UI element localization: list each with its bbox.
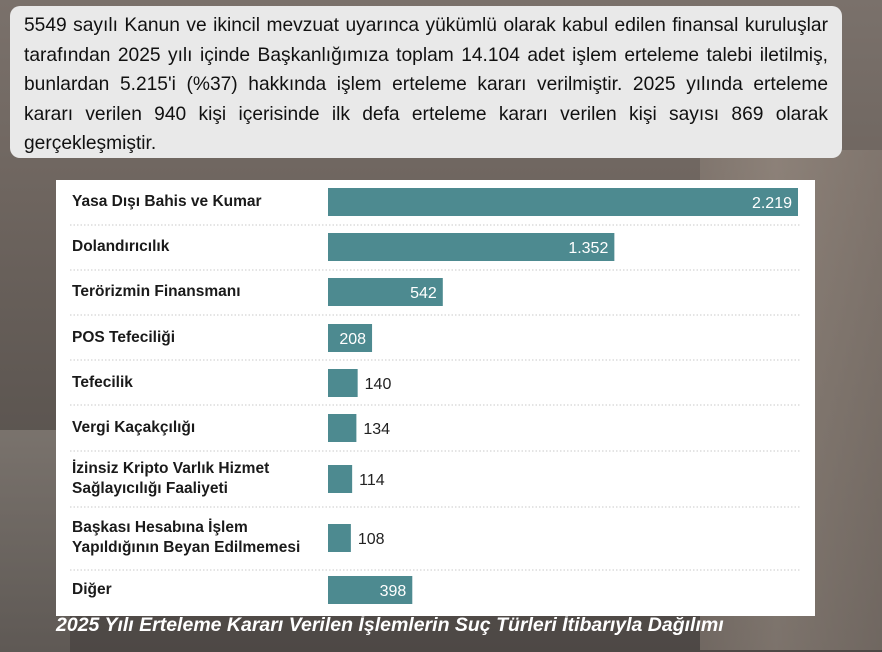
category-label: Yasa Dışı Bahis ve Kumar (72, 192, 332, 212)
category-label: POS Tefeciliği (72, 328, 332, 348)
bar (328, 524, 351, 552)
bar (328, 576, 413, 604)
category-label-line: Vergi Kaçakçılığı (72, 419, 196, 436)
category-label-line: Yasa Dışı Bahis ve Kumar (72, 193, 262, 210)
bar (328, 188, 798, 216)
bar-chart: 2.219 1.352 542 208 140 134 114 108 398 Yasa Dış… (56, 180, 815, 616)
bar-value-label: 134 (363, 421, 390, 438)
category-label-line: İzinsiz Kripto Varlık Hizmet (72, 460, 270, 477)
bar-value-label: 1.352 (568, 240, 608, 257)
category-label: İzinsiz Kripto Varlık Hizmet Sağlayıcılığ… (72, 459, 332, 499)
bar-value-label: 2.219 (752, 195, 792, 212)
category-label-line: Dolandırıcılık (72, 238, 170, 255)
chart-caption: 2025 Yılı Erteleme Kararı Verilen İşleml… (56, 614, 724, 636)
bar-value-label: 140 (365, 376, 392, 393)
bar (328, 278, 443, 306)
bar-value-label: 108 (358, 531, 385, 548)
bar-value-label: 208 (339, 331, 366, 348)
bar (328, 369, 358, 397)
category-label: Terörizmin Finansmanı (72, 282, 332, 302)
chart-canvas: 2.219 1.352 542 208 140 134 114 108 398 (70, 188, 801, 604)
category-label-line: Yapıldığının Beyan Edilmemesi (72, 539, 301, 556)
bar-value-label: 398 (380, 583, 407, 600)
info-text: 5549 sayılı Kanun ve ikincil mevzuat uya… (24, 15, 828, 154)
category-label-line: Sağlayıcılığı Faaliyeti (72, 480, 228, 497)
category-label-line: Tefecilik (72, 374, 133, 391)
bar (328, 324, 373, 352)
category-label-line: POS Tefeciliği (72, 329, 176, 346)
category-label: Diğer (72, 580, 332, 600)
category-label: Tefecilik (72, 373, 332, 393)
category-label-line: Terörizmin Finansmanı (72, 283, 241, 300)
bar (328, 233, 615, 261)
bar-value-label: 114 (359, 472, 385, 489)
category-label-line: Başkası Hesabına İşlem (72, 519, 248, 536)
info-box: 5549 sayılı Kanun ve ikincil mevzuat uya… (10, 6, 842, 158)
category-label: Vergi Kaçakçılığı (72, 418, 332, 438)
category-label: Başkası Hesabına İşlem Yapıldığının Beyan… (72, 518, 332, 558)
category-label: Dolandırıcılık (72, 237, 332, 257)
bar-value-label: 542 (410, 285, 437, 302)
bar (328, 414, 357, 442)
category-label-line: Diğer (72, 581, 112, 598)
bar (328, 465, 353, 493)
